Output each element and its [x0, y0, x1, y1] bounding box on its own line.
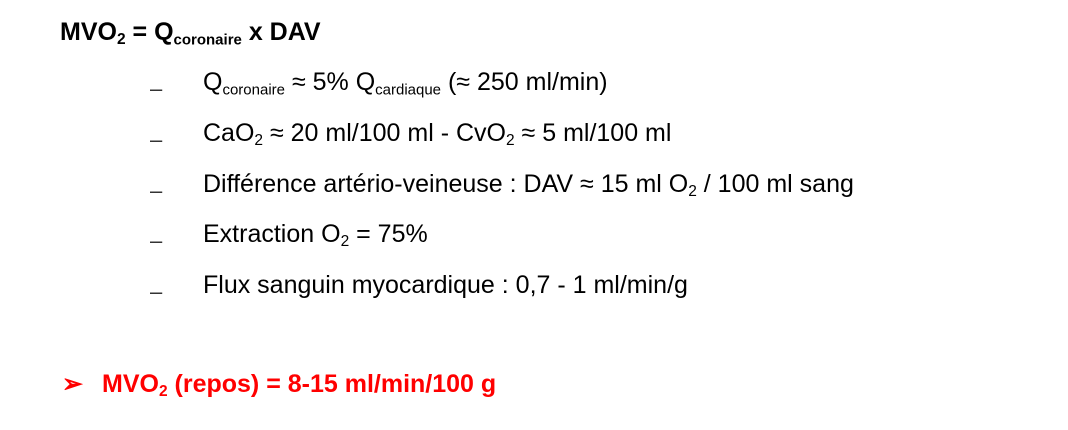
list-item-dav: Différence artério-veineuse : DAV ≈ 15 m… [203, 170, 854, 200]
arrow-bullet-icon: ➢ [62, 370, 83, 398]
bullet-dash: – [150, 279, 163, 304]
bullet-dash: – [150, 76, 163, 101]
list-item-extraction: Extraction O2 = 75% [203, 220, 428, 250]
conclusion-mvo2-rest: ➢ MVO2 (repos) = 8-15 ml/min/100 g [62, 370, 497, 400]
formula-title: MVO2 = Qcoronaire x DAV [60, 18, 321, 49]
bullet-dash: – [150, 228, 163, 253]
list-item-myocardial-flow: Flux sanguin myocardique : 0,7 - 1 ml/mi… [203, 271, 688, 299]
bullet-dash: – [150, 127, 163, 152]
list-item-oxygen-content: CaO2 ≈ 20 ml/100 ml - CvO2 ≈ 5 ml/100 ml [203, 119, 672, 149]
bullet-dash: – [150, 178, 163, 203]
list-item-coronary-flow: Qcoronaire ≈ 5% Qcardiaque (≈ 250 ml/min… [203, 68, 608, 99]
